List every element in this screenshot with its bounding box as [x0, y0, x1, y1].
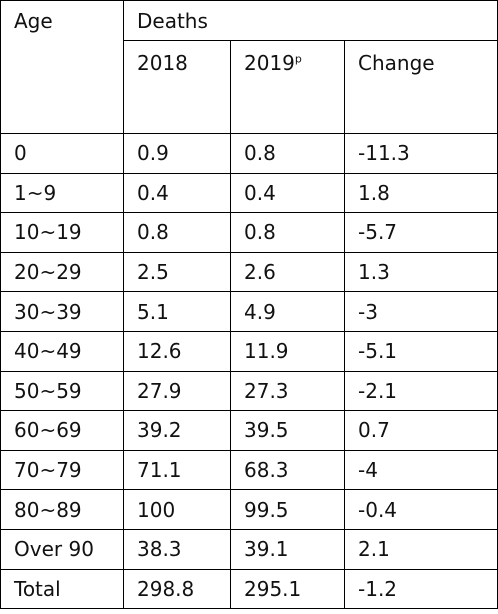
cell-age: 20~29: [0, 251, 124, 293]
cell-change: -4: [343, 449, 498, 491]
header-row-2: 2018 2019p Change: [1, 40, 498, 134]
cell-2018: 39.2: [123, 410, 231, 451]
header-2019-label: 2019: [244, 51, 295, 75]
cell-change: -3: [343, 291, 498, 332]
header-2019-provisional-mark: p: [294, 52, 302, 66]
cell-2018: 5.1: [123, 291, 231, 332]
table-row: 10~19 0.8 0.8 -5.7: [0, 212, 498, 253]
cell-age: Total: [0, 568, 124, 610]
cell-2019: 39.5: [230, 410, 345, 451]
cell-change: -5.7: [343, 212, 498, 253]
cell-2018: 0.4: [123, 172, 231, 214]
cell-2019: 0.8: [230, 133, 345, 174]
table-row: Over 90 38.3 39.1 2.1: [0, 528, 498, 570]
cell-change: -2.1: [343, 370, 498, 412]
cell-age: 1~9: [0, 172, 124, 214]
table-row: 40~49 12.6 11.9 -5.1: [0, 330, 498, 372]
table-row: 70~79 71.1 68.3 -4: [0, 449, 498, 491]
cell-change: -5.1: [343, 330, 498, 372]
cell-age: 50~59: [0, 370, 124, 412]
cell-2019: 99.5: [230, 489, 345, 530]
table-row: 1~9 0.4 0.4 1.8: [0, 172, 498, 214]
header-row-1: Age Deaths: [0, 0, 498, 134]
cell-change: -0.4: [343, 489, 498, 530]
cell-2019: 39.1: [230, 528, 345, 570]
cell-change: -1.2: [343, 568, 498, 610]
cell-2018: 38.3: [123, 528, 231, 570]
header-2018: 2018: [123, 40, 231, 134]
cell-2019: 68.3: [230, 449, 345, 491]
cell-2019: 11.9: [230, 330, 345, 372]
cell-2018: 100: [123, 489, 231, 530]
cell-2019: 0.4: [230, 172, 345, 214]
cell-2018: 2.5: [123, 251, 231, 293]
cell-age: 10~19: [0, 212, 124, 253]
cell-2018: 0.9: [123, 133, 231, 174]
cell-age: 70~79: [0, 449, 124, 491]
header-change: Change: [343, 40, 498, 134]
table-row: 80~89 100 99.5 -0.4: [0, 489, 498, 530]
table-row: Total 298.8 295.1 -1.2: [0, 568, 498, 610]
cell-change: -11.3: [343, 133, 498, 174]
table-row: 0 0.9 0.8 -11.3: [0, 133, 498, 174]
cell-2019: 0.8: [230, 212, 345, 253]
cell-2018: 12.6: [123, 330, 231, 372]
table-row: 60~69 39.2 39.5 0.7: [0, 410, 498, 451]
cell-2018: 71.1: [123, 449, 231, 491]
cell-age: 80~89: [0, 489, 124, 530]
cell-change: 0.7: [343, 410, 498, 451]
cell-2018: 0.8: [123, 212, 231, 253]
cell-age: 0: [0, 133, 124, 174]
header-2019: 2019p: [230, 40, 345, 134]
header-age: Age: [0, 0, 124, 134]
cell-2018: 27.9: [123, 370, 231, 412]
cell-2019: 2.6: [230, 251, 345, 293]
cell-2019: 4.9: [230, 291, 345, 332]
table-row: 50~59 27.9 27.3 -2.1: [0, 370, 498, 412]
table-row: 20~29 2.5 2.6 1.3: [0, 251, 498, 293]
table-row: 30~39 5.1 4.9 -3: [0, 291, 498, 332]
cell-age: 30~39: [0, 291, 124, 332]
cell-change: 2.1: [343, 528, 498, 570]
cell-age: 60~69: [0, 410, 124, 451]
cell-change: 1.8: [343, 172, 498, 214]
cell-age: 40~49: [0, 330, 124, 372]
cell-change: 1.3: [343, 251, 498, 293]
header-deaths: Deaths: [122, 0, 498, 41]
cell-2018: 298.8: [123, 568, 231, 610]
cell-2019: 27.3: [230, 370, 345, 412]
cell-2019: 295.1: [230, 568, 345, 610]
cell-age: Over 90: [0, 528, 124, 570]
